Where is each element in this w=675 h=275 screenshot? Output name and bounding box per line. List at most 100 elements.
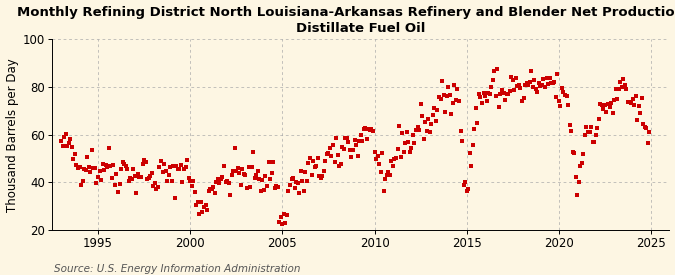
Point — [514, 82, 524, 87]
Point — [185, 179, 196, 183]
Point — [396, 155, 406, 159]
Point — [153, 185, 163, 189]
Point — [227, 169, 238, 173]
Point — [397, 131, 408, 136]
Point — [423, 117, 433, 121]
Point — [575, 164, 586, 168]
Point — [96, 177, 107, 182]
Point — [358, 127, 369, 131]
Point — [348, 148, 358, 152]
Point — [329, 160, 340, 164]
Point — [97, 162, 108, 166]
Point — [454, 99, 464, 103]
Point — [503, 91, 514, 96]
Point — [576, 161, 587, 166]
Point — [335, 162, 346, 166]
Point — [418, 137, 429, 141]
Point — [377, 151, 387, 155]
Point — [202, 208, 213, 212]
Point — [215, 177, 226, 182]
Point — [265, 177, 275, 181]
Point — [298, 189, 309, 194]
Point — [630, 94, 641, 98]
Point — [207, 186, 217, 191]
Point — [319, 169, 329, 173]
Point — [238, 172, 249, 176]
Point — [113, 189, 124, 194]
Point — [63, 141, 74, 145]
Point — [544, 76, 555, 80]
Point — [622, 100, 633, 104]
Point — [598, 107, 609, 111]
Point — [86, 148, 97, 152]
Point — [62, 143, 73, 148]
Point — [635, 111, 646, 115]
Point — [262, 184, 273, 188]
Point — [381, 172, 392, 177]
Point — [136, 174, 146, 179]
Point — [624, 99, 635, 104]
Point — [567, 150, 578, 155]
Point — [368, 129, 379, 133]
Point — [441, 94, 452, 98]
Point — [589, 139, 599, 144]
Point — [522, 83, 533, 87]
Point — [478, 90, 489, 95]
Point — [251, 173, 262, 177]
Point — [616, 85, 627, 89]
Point — [550, 94, 561, 99]
Point — [154, 165, 165, 170]
Point — [570, 175, 581, 179]
Point — [279, 211, 290, 216]
Point — [340, 136, 351, 140]
Point — [236, 183, 246, 187]
Point — [472, 121, 483, 125]
Point — [317, 174, 327, 178]
Point — [219, 164, 230, 169]
Point — [80, 168, 91, 172]
Point — [380, 177, 391, 181]
Point — [234, 170, 245, 175]
Point — [431, 119, 441, 123]
Point — [537, 83, 547, 87]
Point — [556, 86, 567, 90]
Point — [314, 173, 325, 178]
Point — [325, 145, 335, 150]
Point — [125, 176, 136, 180]
Point — [173, 166, 184, 171]
Point — [481, 99, 492, 104]
Point — [400, 141, 410, 145]
Point — [275, 214, 286, 219]
Point — [128, 167, 139, 171]
Point — [171, 164, 182, 168]
Point — [355, 133, 366, 137]
Point — [103, 145, 114, 150]
Point — [391, 156, 402, 160]
Point — [101, 163, 111, 167]
Point — [455, 129, 466, 134]
Point — [538, 77, 549, 81]
Point — [332, 153, 343, 157]
Point — [552, 72, 563, 77]
Point — [414, 127, 425, 132]
Point — [378, 189, 389, 193]
Point — [527, 85, 538, 89]
Point — [466, 164, 477, 168]
Point — [554, 99, 564, 103]
Point — [109, 183, 120, 187]
Point — [331, 136, 342, 140]
Point — [196, 200, 207, 204]
Point — [354, 138, 364, 143]
Point — [638, 122, 649, 127]
Point — [197, 210, 208, 214]
Point — [404, 150, 415, 154]
Point — [283, 189, 294, 193]
Point — [143, 176, 154, 180]
Point — [99, 167, 109, 172]
Point — [369, 150, 380, 154]
Point — [605, 101, 616, 105]
Point — [644, 130, 655, 134]
Point — [71, 163, 82, 167]
Point — [323, 150, 334, 155]
Point — [308, 159, 319, 163]
